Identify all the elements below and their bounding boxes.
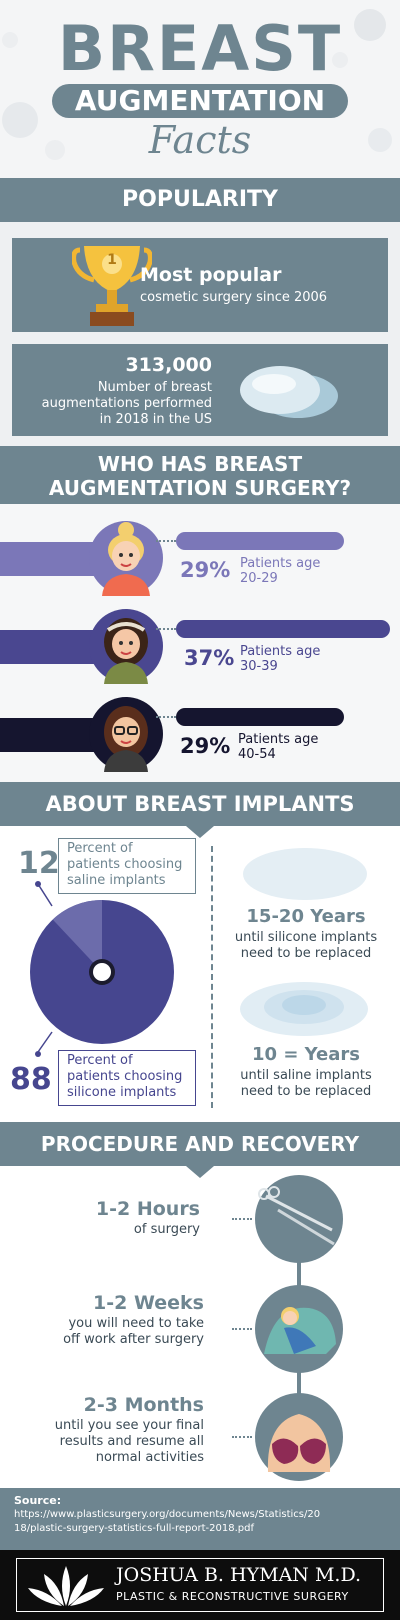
implants-divider [211, 846, 213, 1108]
silicone-label-3: silicone implants [67, 1085, 177, 1100]
silicone-years-title: 15-20 Years [246, 906, 366, 927]
saline-years-title: 10 = Years [252, 1044, 360, 1065]
augmentations-text-2: augmentations performed [41, 396, 212, 411]
saline-label-box: Percent of patients choosing saline impl… [58, 838, 196, 894]
augmentations-number: 313,000 [125, 354, 212, 376]
implants-heading: ABOUT BREAST IMPLANTS [0, 782, 400, 826]
who-heading-line2: AUGMENTATION SURGERY? [48, 476, 352, 500]
augmentations-text-1: Number of breast [97, 380, 212, 395]
group-bar-30-39 [176, 620, 390, 638]
silicone-label-1: Percent of [67, 1053, 133, 1068]
step3-line2: results and resume all [59, 1434, 204, 1449]
silicone-years-line1: until silicone implants [234, 930, 378, 945]
group-label-1: Patients age [240, 644, 321, 659]
group-bar-40-54 [176, 708, 344, 726]
step2-title: 1-2 Weeks [93, 1292, 204, 1314]
header-section: BREAST AUGMENTATION Facts [0, 0, 400, 178]
implant-choice-pie [30, 900, 174, 1044]
group-dots [156, 716, 176, 718]
step1-title: 1-2 Hours [95, 1198, 200, 1220]
popularity-heading-text: POPULARITY [122, 187, 278, 212]
group-label-2: 30-39 [240, 659, 278, 674]
most-popular-title: Most popular [140, 264, 282, 286]
augmentations-count-card: 313,000 Number of breast augmentations p… [12, 344, 388, 436]
footer-subtitle: PLASTIC & RECONSTRUCTIVE SURGERY [116, 1590, 349, 1603]
who-heading: WHO HAS BREAST AUGMENTATION SURGERY? [0, 446, 400, 504]
surgical-tools-icon [255, 1175, 343, 1263]
step3-title: 2-3 Months [83, 1394, 204, 1416]
group-bar-20-29 [176, 532, 344, 550]
group-label-1: Patients age [238, 732, 319, 747]
saline-years-line2: need to be replaced [240, 1084, 372, 1099]
silicone-label-box: Percent of patients choosing silicone im… [58, 1050, 196, 1106]
group-label-2: 20-29 [240, 571, 278, 586]
saline-label-1: Percent of [67, 841, 133, 856]
title-augmentation-pill: AUGMENTATION [52, 84, 348, 118]
group-dots [156, 540, 176, 542]
group-30-39: 37% Patients age 30-39 [0, 608, 400, 688]
silicone-years-line2: need to be replaced [240, 946, 372, 961]
group-label-1: Patients age [240, 556, 321, 571]
procedure-notch [186, 1166, 214, 1178]
pie-slice-saline [52, 900, 102, 972]
most-popular-card: 1 Most popular cosmetic surgery since 20… [12, 238, 388, 332]
step1-line1: of surgery [133, 1222, 200, 1237]
procedure-heading: PROCEDURE AND RECOVERY [0, 1122, 400, 1166]
most-popular-text: cosmetic surgery since 2006 [140, 290, 328, 305]
group-dots [156, 628, 176, 630]
source-url-2[interactable]: 18/plastic-surgery-statistics-full-repor… [14, 1523, 255, 1534]
title-facts: Facts [148, 118, 252, 162]
footer-border [16, 1558, 384, 1612]
step3-dots [232, 1436, 252, 1438]
avatar-young-woman [89, 521, 163, 596]
saline-leader [35, 881, 53, 907]
bra-results-icon [255, 1393, 343, 1481]
footer-name: JOSHUA B. HYMAN M.D. [116, 1564, 362, 1586]
title-breast: BREAST [57, 12, 343, 85]
saline-years-line1: until saline implants [240, 1068, 372, 1083]
group-percent: 29% [180, 734, 231, 758]
augmentations-text-3: in 2018 in the US [99, 412, 212, 427]
implants-heading-text: ABOUT BREAST IMPLANTS [45, 792, 355, 816]
silicone-implant-icon [243, 848, 367, 900]
popularity-heading: POPULARITY [0, 178, 400, 222]
source-url-1[interactable]: https://www.plasticsurgery.org/documents… [14, 1509, 321, 1520]
source-label: Source: [14, 1494, 62, 1507]
trophy-icon [72, 246, 152, 326]
group-label-2: 40-54 [238, 747, 276, 762]
step2-dots [232, 1328, 252, 1330]
group-percent: 29% [180, 558, 231, 582]
group-40-54: 29% Patients age 40-54 [0, 696, 400, 776]
step3-line3: normal activities [95, 1450, 204, 1465]
bubble-decoration [2, 9, 392, 160]
step2-line2: off work after surgery [63, 1332, 204, 1347]
implants-notch [186, 826, 214, 838]
footer: JOSHUA B. HYMAN M.D. PLASTIC & RECONSTRU… [0, 1550, 400, 1620]
avatar-woman-headband [89, 609, 163, 684]
source-section: Source: https://www.plasticsurgery.org/d… [0, 1488, 400, 1550]
silicone-leader [35, 1031, 53, 1057]
group-percent: 37% [184, 646, 235, 670]
avatar-woman-glasses [89, 697, 163, 772]
implants-icon [240, 366, 338, 418]
step1-dots [232, 1218, 252, 1220]
silicone-number: 88 [10, 1062, 52, 1097]
step2-line1: you will need to take [68, 1316, 204, 1331]
saline-label-2: patients choosing [67, 857, 183, 872]
saline-implant-icon [240, 982, 368, 1036]
step3-line1: until you see your final [54, 1418, 204, 1433]
silicone-label-2: patients choosing [67, 1069, 183, 1084]
saline-number: 12 [18, 846, 60, 881]
resting-patient-icon [255, 1285, 343, 1373]
title-augmentation: AUGMENTATION [74, 84, 326, 117]
who-heading-line1: WHO HAS BREAST [97, 452, 303, 476]
trophy-number: 1 [107, 252, 117, 268]
saline-label-3: saline implants [67, 873, 166, 888]
procedure-heading-text: PROCEDURE AND RECOVERY [40, 1132, 360, 1156]
lotus-logo-icon [28, 1566, 104, 1606]
group-20-29: 29% Patients age 20-29 [0, 520, 400, 600]
